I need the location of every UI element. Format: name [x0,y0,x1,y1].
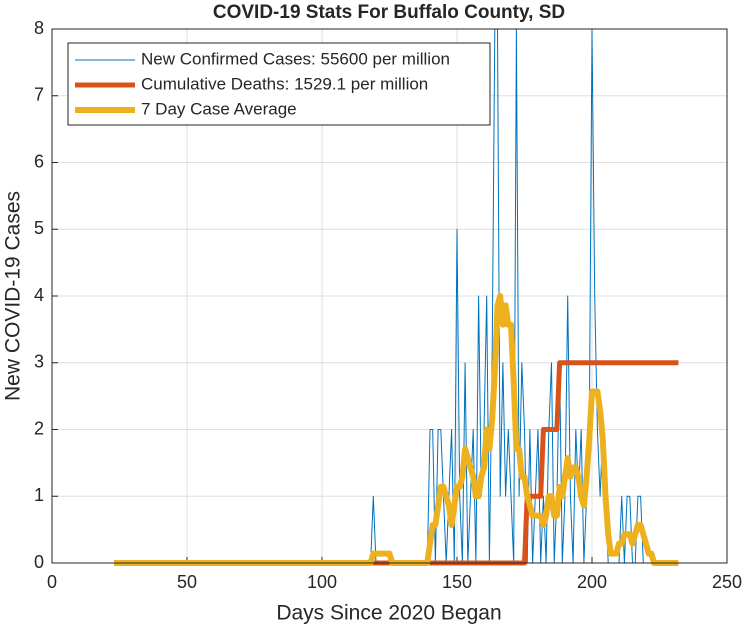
y-tick-label: 6 [34,151,44,171]
x-tick-label: 250 [712,572,742,592]
legend: New Confirmed Cases: 55600 per million Cu… [67,42,491,126]
y-tick-label: 7 [34,85,44,105]
y-tick-label: 5 [34,218,44,238]
y-tick-label: 1 [34,485,44,505]
x-tick-label: 200 [577,572,607,592]
x-tick-label: 150 [442,572,472,592]
legend-box [67,42,491,126]
legend-label: New Confirmed Cases: 55600 per million [141,49,450,68]
x-axis-label: Days Since 2020 Began [276,602,501,625]
x-tick-label: 50 [177,572,197,592]
y-tick-label: 3 [34,352,44,372]
legend-label: Cumulative Deaths: 1529.1 per million [141,74,428,93]
y-tick-label: 4 [34,285,44,305]
x-tick-label: 100 [307,572,337,592]
y-tick-label: 2 [34,418,44,438]
legend-label: 7 Day Case Average [141,99,297,118]
y-axis-label: New COVID-19 Cases [2,191,25,401]
y-tick-label: 0 [34,552,44,572]
y-tick-label: 8 [34,18,44,38]
axes-box [51,28,728,564]
x-tick-label: 0 [47,572,57,592]
chart-title: COVID-19 Stats For Buffalo County, SD [213,2,565,23]
